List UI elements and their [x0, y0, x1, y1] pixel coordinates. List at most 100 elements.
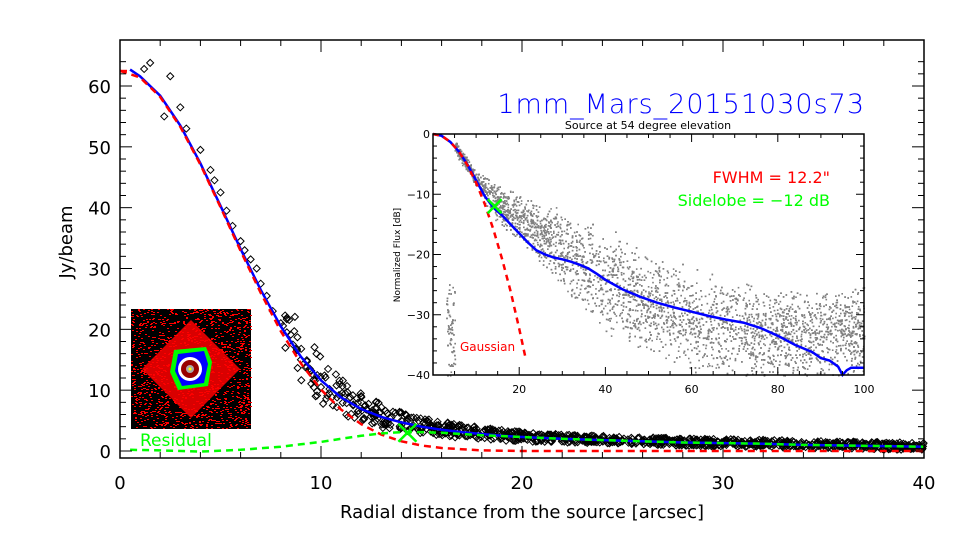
- residual-map-pixel: [155, 353, 157, 354]
- residual-map-pixel: [241, 405, 243, 406]
- data-point-dense: [547, 437, 556, 446]
- residual-map-pixel: [243, 395, 245, 396]
- inset-data-point: [726, 313, 729, 316]
- residual-map-pixel: [161, 414, 163, 415]
- residual-map-pixel: [226, 332, 228, 333]
- residual-map-pixel: [242, 339, 244, 340]
- residual-map-pixel: [232, 396, 234, 397]
- residual-map-pixel: [145, 426, 147, 427]
- inset-data-point: [858, 321, 861, 324]
- residual-map-pixel: [163, 414, 165, 415]
- data-point-dense: [383, 419, 393, 429]
- residual-map-pixel: [232, 418, 234, 419]
- inset-data-point: [699, 330, 701, 333]
- residual-map-pixel: [216, 335, 218, 336]
- residual-map-pixel: [197, 318, 199, 319]
- residual-map-pixel: [140, 404, 142, 405]
- data-point-dense: [371, 397, 381, 406]
- residual-map-pixel: [139, 333, 141, 334]
- residual-map-pixel: [131, 365, 133, 366]
- residual-map-pixel: [164, 317, 166, 318]
- inset-data-point: [657, 297, 659, 300]
- residual-map-pixel: [160, 339, 162, 340]
- residual-map-pixel: [229, 345, 231, 346]
- residual-map-pixel: [246, 385, 248, 386]
- residual-map-pixel: [249, 370, 251, 371]
- inset-data-point: [738, 314, 741, 317]
- residual-map-pixel: [178, 421, 180, 422]
- residual-map-pixel: [210, 419, 212, 420]
- residual-map-pixel: [226, 428, 228, 429]
- residual-map-pixel: [168, 412, 170, 413]
- data-point-dense: [486, 424, 495, 433]
- residual-map-pixel: [225, 351, 227, 352]
- residual-map-pixel: [165, 396, 167, 397]
- inset-data-point: [607, 302, 609, 305]
- inset-data-point: [833, 323, 836, 326]
- inset-data-point: [750, 351, 752, 353]
- residual-map-pixel: [246, 373, 248, 374]
- residual-map-pixel: [138, 392, 140, 393]
- data-point-dense: [454, 422, 464, 432]
- data-point-dense: [352, 394, 362, 403]
- data-point-dense: [354, 409, 363, 419]
- residual-map-pixel: [151, 381, 153, 382]
- residual-map-pixel: [184, 315, 186, 316]
- data-point-dense: [426, 427, 435, 436]
- residual-map-pixel: [141, 377, 143, 378]
- residual-map-pixel: [216, 315, 218, 316]
- inset-data-point: [658, 270, 661, 273]
- data-point: [216, 188, 225, 197]
- residual-map-pixel: [233, 385, 235, 386]
- residual-map-pixel: [246, 336, 248, 337]
- residual-map-pixel: [133, 369, 135, 370]
- inset-data-point: [735, 298, 737, 301]
- residual-map-pixel: [162, 339, 164, 340]
- data-point-dense: [282, 314, 291, 324]
- residual-map-pixel: [139, 328, 141, 329]
- inset-data-point: [680, 333, 682, 335]
- residual-map-pixel: [155, 385, 157, 386]
- data-point-dense: [689, 440, 698, 450]
- inset-data-point: [652, 294, 654, 296]
- residual-map-pixel: [136, 403, 138, 404]
- residual-map-pixel: [239, 332, 241, 333]
- inset-data-point: [835, 349, 838, 351]
- residual-map-peak: [188, 367, 192, 371]
- residual-map-pixel: [229, 329, 231, 330]
- residual-map-pixel: [218, 421, 220, 422]
- residual-map-pixel: [136, 427, 138, 428]
- residual-map-pixel: [237, 386, 239, 387]
- data-point-dense: [353, 407, 363, 416]
- residual-map-pixel: [230, 356, 232, 357]
- residual-map-pixel: [149, 403, 151, 404]
- data-point: [139, 64, 149, 74]
- data-point-dense: [315, 352, 325, 361]
- data-point-dense: [706, 437, 715, 446]
- residual-map-pixel: [166, 320, 168, 321]
- residual-map-pixel: [218, 427, 220, 428]
- residual-map-pixel: [192, 426, 194, 427]
- inset-data-point: [711, 365, 714, 368]
- inset-data-point: [831, 349, 834, 351]
- inset-data-point: [660, 315, 663, 318]
- residual-map-pixel: [236, 406, 238, 407]
- inset-data-point: [858, 364, 861, 366]
- residual-map-pixel: [151, 326, 153, 327]
- inset-data-point: [631, 273, 633, 276]
- residual-map-pixel: [203, 309, 205, 310]
- residual-map-pixel: [158, 387, 160, 388]
- residual-map-pixel: [228, 413, 230, 414]
- inset-data-point: [559, 226, 561, 228]
- residual-map-pixel: [222, 410, 224, 411]
- residual-map-pixel: [215, 328, 217, 329]
- inset-data-point: [582, 263, 585, 266]
- data-point-dense: [677, 441, 686, 450]
- residual-map-pixel: [179, 407, 181, 408]
- data-point-dense: [290, 327, 299, 336]
- inset-data-point: [547, 228, 549, 230]
- inset-data-point: [550, 231, 552, 233]
- residual-map-pixel: [139, 311, 141, 312]
